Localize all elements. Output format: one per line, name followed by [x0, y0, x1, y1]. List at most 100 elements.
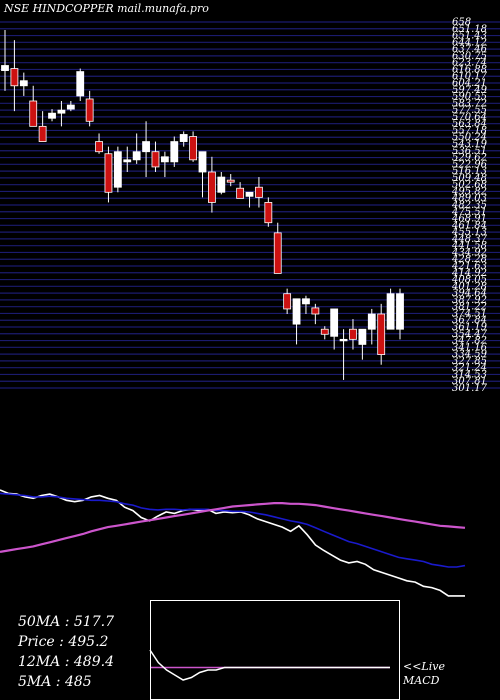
- candle-up: [132, 151, 141, 161]
- price-axis-label: 441.58: [451, 241, 487, 252]
- price-axis-label: 314.53: [452, 369, 487, 380]
- candle-down: [208, 171, 216, 203]
- price-axis-label: 651.43: [452, 31, 487, 42]
- price-axis-label: 367.84: [452, 315, 487, 326]
- price-axis-label: 461.84: [451, 220, 487, 231]
- price-axis-label: 550.24: [452, 132, 487, 143]
- legend-label: Price: [18, 634, 55, 650]
- candle-up: [330, 308, 339, 337]
- price-axis-label: 307.81: [452, 376, 487, 387]
- price-axis-label: 394.64: [452, 288, 487, 299]
- price-axis-label: 509.48: [452, 173, 487, 184]
- price-axis-label: 610.17: [452, 71, 488, 82]
- candle-down: [320, 328, 329, 335]
- legend-row: 12MA : 489.4: [18, 654, 114, 670]
- price-axis-label: 502.68: [452, 180, 487, 191]
- ma-line-50ma: [0, 502, 466, 553]
- candle-up: [367, 313, 376, 330]
- price-axis-label: 347.82: [452, 336, 487, 347]
- price-gridlines: [0, 21, 500, 389]
- candle-down: [104, 153, 113, 193]
- candle-down: [377, 313, 386, 355]
- price-axis-label: 651.18: [452, 24, 487, 35]
- price-axis-label: 455.13: [451, 227, 487, 238]
- candle-up: [123, 159, 132, 163]
- price-axis-label: 570.64: [452, 112, 487, 123]
- legend-value: 489.4: [73, 654, 114, 670]
- candle-up: [19, 80, 28, 87]
- price-axis-label: 301.17: [452, 383, 488, 394]
- candle-up: [66, 104, 75, 110]
- candle-down: [273, 232, 282, 274]
- price-axis-label: 536.51: [452, 146, 487, 157]
- candle-down: [311, 307, 320, 315]
- price-axis-label: 341.16: [452, 342, 488, 353]
- ma-line-12ma: [0, 492, 466, 568]
- macd-panel: [149, 649, 390, 681]
- macd-box: [150, 600, 400, 700]
- price-axis-label: 414.92: [451, 268, 487, 279]
- moving-average-panel: [0, 489, 466, 597]
- candle-down: [38, 125, 47, 142]
- candle-down: [255, 186, 263, 198]
- candle-down: [236, 187, 245, 199]
- candle-up: [302, 298, 310, 305]
- candle-up: [386, 293, 395, 330]
- candle-up: [198, 151, 207, 173]
- candle-up: [76, 71, 85, 97]
- price-axis-label: 387.92: [452, 295, 487, 306]
- candlestick-series: [1, 30, 404, 380]
- macd-label-title: MACD: [403, 674, 440, 687]
- macd-line-macd: [149, 649, 390, 681]
- candle-up: [245, 191, 254, 197]
- price-axis-label: 604.21: [452, 78, 487, 89]
- legend-value: 517.7: [73, 614, 114, 630]
- price-axis-label: 361.19: [452, 322, 488, 333]
- price-axis-label: 428.28: [451, 254, 487, 265]
- candle-up: [170, 141, 179, 163]
- price-axis-label: 597.49: [452, 85, 488, 96]
- price-axis-label: 334.59: [452, 349, 488, 360]
- candle-down: [85, 98, 94, 122]
- price-axis-label: 623.74: [452, 58, 487, 69]
- price-axis-label: 543.19: [452, 139, 488, 150]
- price-axis-label: 658: [452, 17, 471, 28]
- price-axis-label: 401.28: [451, 281, 487, 292]
- price-axis-label: 434.92: [451, 247, 487, 258]
- candle-down: [283, 293, 292, 310]
- price-axis-label: 421.63: [451, 261, 487, 272]
- legend-row: 5MA : 485: [18, 674, 92, 690]
- indicator-legend: 50MA : 517.7 Price : 495.2 12MA : 489.4 5MA…: [18, 612, 114, 692]
- price-axis-label: 577.55: [452, 105, 487, 116]
- legend-label: 5MA: [18, 674, 52, 690]
- price-axis-label: 637.46: [452, 44, 488, 55]
- price-axis-label: 590.55: [452, 92, 487, 103]
- legend-label: 50MA: [18, 614, 61, 630]
- price-axis-label: 489.03: [451, 193, 487, 204]
- legend-value: 495.2: [68, 634, 109, 650]
- chart-title: NSE HINDCOPPER mail.munafa.pro: [4, 2, 209, 15]
- candle-up: [1, 65, 9, 71]
- price-axis-label: 475.51: [451, 207, 487, 218]
- candle-down: [349, 328, 357, 340]
- candle-up: [142, 141, 150, 153]
- candle-down: [95, 141, 103, 153]
- price-axis-label: 448.37: [451, 234, 488, 245]
- macd-label-live: <<Live: [403, 660, 445, 673]
- candle-up: [48, 112, 56, 119]
- candle-up: [358, 328, 367, 345]
- legend-value: 485: [64, 674, 92, 690]
- candle-up: [57, 109, 66, 114]
- price-axis-label: 529.62: [452, 153, 487, 164]
- candle-down: [29, 100, 38, 127]
- price-axis-label: 616.88: [452, 64, 487, 75]
- candle-up: [292, 298, 301, 325]
- price-axis-label: 381.22: [452, 302, 487, 313]
- candle-up: [179, 134, 188, 142]
- price-axis-label: 408.05: [451, 275, 487, 286]
- legend-row: Price : 495.2: [18, 634, 109, 650]
- price-axis-label: 516.13: [452, 166, 487, 177]
- candle-down: [189, 136, 197, 161]
- candle-up: [339, 338, 348, 342]
